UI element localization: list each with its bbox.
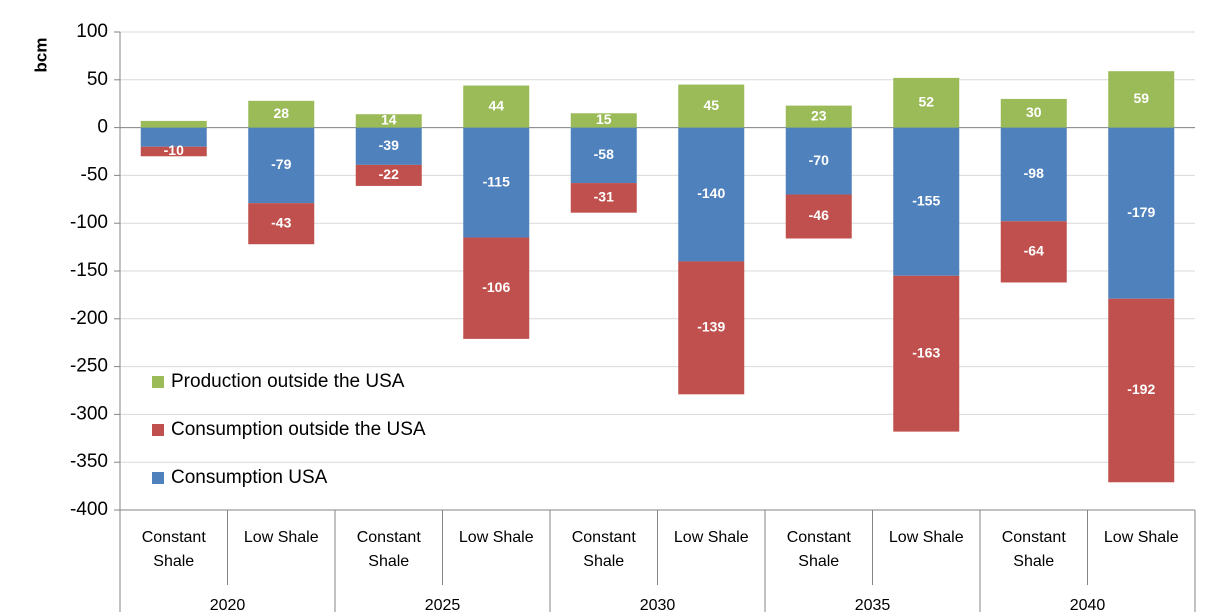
bar-segment	[1108, 71, 1175, 128]
x-tick-label: Low Shale	[673, 529, 749, 546]
data-label: -179	[1127, 204, 1155, 220]
data-label: -58	[594, 146, 614, 162]
bar-segment	[248, 127, 315, 204]
bar-segment	[893, 275, 960, 432]
y-tick-label: -250	[70, 356, 108, 377]
data-label: 14	[381, 112, 397, 128]
data-label: -10	[164, 142, 184, 158]
group-label: 2040	[1069, 597, 1106, 612]
data-label: -115	[483, 173, 510, 189]
legend-label: Consumption USA	[171, 467, 328, 488]
bar-segment	[570, 127, 637, 184]
bar-segment	[248, 203, 315, 245]
bar-segment	[570, 113, 637, 128]
bar-segment	[1000, 127, 1067, 222]
legend-label: Production outside the USA	[171, 371, 405, 392]
data-label: -98	[1024, 165, 1044, 181]
bar-segment	[678, 127, 745, 262]
data-label: 30	[1026, 104, 1042, 120]
group-label: 2035	[854, 597, 891, 612]
legend-swatch	[152, 472, 164, 484]
data-label: -43	[271, 214, 291, 230]
x-tick-label: Low Shale	[243, 529, 319, 546]
bar-segment	[140, 120, 207, 128]
data-label: 44	[488, 97, 504, 113]
bar-segment	[463, 85, 530, 128]
group-label: 2025	[424, 597, 461, 612]
data-label: -192	[1127, 381, 1155, 397]
x-tick-label: Low Shale	[458, 529, 534, 546]
bar-segment	[140, 127, 207, 147]
x-tick-label: Constant Shale	[786, 529, 851, 570]
bar-segment	[355, 127, 422, 165]
y-tick-label: -350	[70, 451, 108, 472]
y-axis-label: bcm	[31, 38, 50, 73]
bar-segment	[893, 77, 960, 128]
data-label: -70	[809, 152, 829, 168]
bar-segment	[1108, 298, 1175, 483]
bar-segment	[463, 127, 530, 238]
y-tick-label: -300	[70, 403, 108, 424]
legend-swatch	[152, 376, 164, 388]
bar-segment	[1000, 98, 1067, 128]
data-label: 59	[1133, 90, 1149, 106]
x-tick-label: Constant Shale	[571, 529, 636, 570]
y-tick-label: 0	[97, 117, 108, 138]
group-label: 2030	[639, 597, 676, 612]
y-tick-label: -100	[70, 212, 108, 233]
data-label: -155	[912, 192, 940, 208]
x-tick-label: Low Shale	[888, 529, 964, 546]
x-tick-label: Constant Shale	[141, 529, 206, 570]
legend-swatch	[152, 424, 164, 436]
bar-segment	[140, 146, 207, 157]
x-tick-label: Constant Shale	[356, 529, 421, 570]
data-label: -139	[697, 319, 725, 335]
x-tick-label: Constant Shale	[1001, 529, 1066, 570]
bar-segment	[355, 114, 422, 128]
data-label: -39	[379, 137, 399, 153]
bar-segment	[463, 237, 530, 339]
bar-segment	[1108, 127, 1175, 299]
data-label: -31	[594, 189, 614, 205]
data-label: 15	[596, 111, 612, 127]
y-tick-label: -150	[70, 260, 108, 281]
data-label: 52	[918, 93, 934, 109]
data-label: 45	[703, 97, 719, 113]
x-tick-label: Low Shale	[1103, 529, 1179, 546]
bar-segment	[248, 100, 315, 128]
bar-segment	[785, 194, 852, 239]
bar-segment	[1000, 221, 1067, 283]
data-label: -106	[482, 279, 510, 295]
y-tick-label: 50	[87, 69, 108, 90]
data-label: -22	[379, 166, 399, 182]
bar-segment	[893, 127, 960, 276]
y-tick-label: 100	[76, 21, 108, 42]
data-label: -79	[271, 156, 291, 172]
data-label: -140	[697, 185, 725, 201]
data-label: 28	[273, 105, 289, 121]
bar-segment	[678, 261, 745, 395]
bar-segment	[570, 183, 637, 213]
bar-segment	[678, 84, 745, 128]
bar-segment	[785, 105, 852, 128]
legend-label: Consumption outside the USA	[171, 419, 426, 440]
data-label: -163	[912, 344, 940, 360]
data-label: -46	[809, 207, 829, 223]
data-label: -64	[1024, 243, 1044, 259]
bar-segment	[355, 164, 422, 186]
y-tick-label: -400	[70, 499, 108, 520]
y-tick-label: -50	[81, 164, 108, 185]
bar-segment	[785, 127, 852, 195]
group-label: 2020	[209, 597, 246, 612]
y-tick-label: -200	[70, 308, 108, 329]
data-label: 23	[811, 107, 827, 123]
